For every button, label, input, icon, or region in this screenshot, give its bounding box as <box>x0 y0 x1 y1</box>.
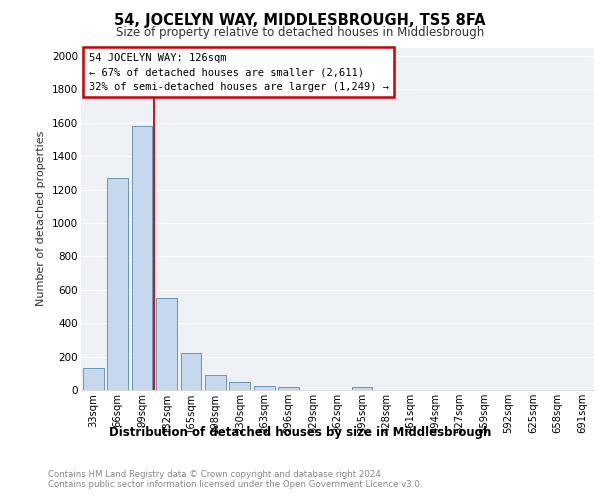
Bar <box>352 388 373 390</box>
Text: Distribution of detached houses by size in Middlesbrough: Distribution of detached houses by size … <box>109 426 491 439</box>
Text: Contains HM Land Registry data © Crown copyright and database right 2024.
Contai: Contains HM Land Registry data © Crown c… <box>48 470 422 489</box>
Text: 54 JOCELYN WAY: 126sqm
← 67% of detached houses are smaller (2,611)
32% of semi-: 54 JOCELYN WAY: 126sqm ← 67% of detached… <box>89 52 389 92</box>
Bar <box>181 353 202 390</box>
Bar <box>83 368 104 390</box>
Y-axis label: Number of detached properties: Number of detached properties <box>37 131 46 306</box>
Bar <box>107 178 128 390</box>
Bar <box>131 126 152 390</box>
Bar <box>205 375 226 390</box>
Text: Size of property relative to detached houses in Middlesbrough: Size of property relative to detached ho… <box>116 26 484 39</box>
Bar <box>254 386 275 390</box>
Bar <box>278 388 299 390</box>
Text: 54, JOCELYN WAY, MIDDLESBROUGH, TS5 8FA: 54, JOCELYN WAY, MIDDLESBROUGH, TS5 8FA <box>114 12 486 28</box>
Bar <box>156 298 177 390</box>
Bar <box>229 382 250 390</box>
